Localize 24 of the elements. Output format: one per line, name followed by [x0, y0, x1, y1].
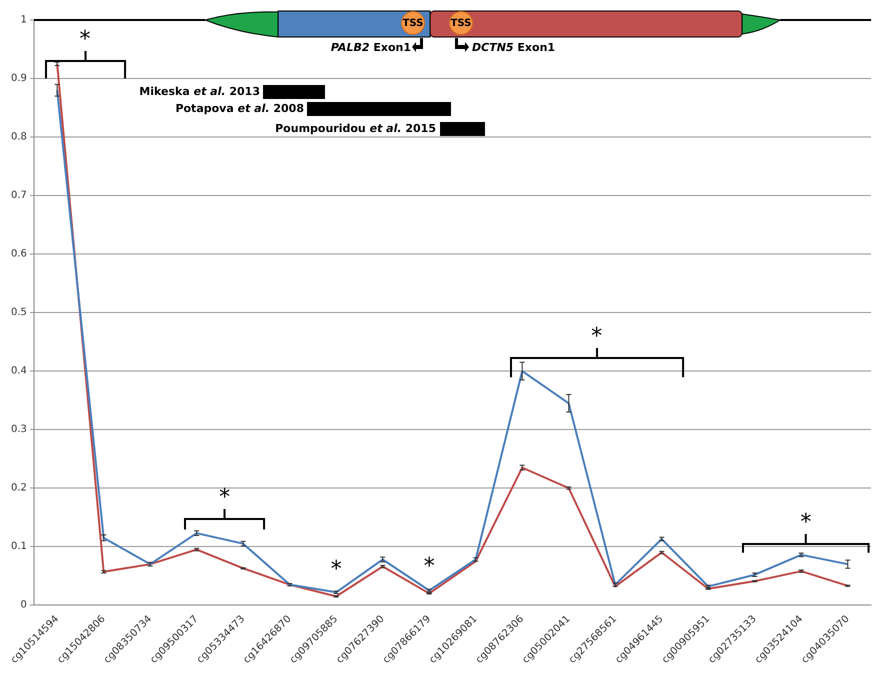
annotation: Potapova et al. 2008 [175, 102, 304, 115]
y-tick-label: 0.4 [10, 366, 27, 377]
annotation: TSS [450, 18, 472, 28]
annotation: * [799, 510, 812, 536]
annotation: Poumpouridou et al. 2015 [275, 122, 436, 135]
annotation: Mikeska et al. 2013 [139, 85, 260, 98]
y-tick-label: 0.8 [10, 132, 27, 143]
y-tick-label: 0 [20, 600, 27, 611]
annotation: * [590, 324, 604, 350]
y-tick-label: 1 [20, 14, 27, 26]
annotation: PALB2 Exon1 [330, 41, 411, 54]
y-tick-label: 0.7 [10, 190, 27, 202]
y-tick-label: 0.6 [10, 248, 27, 260]
y-tick-label: 0.2 [10, 482, 27, 494]
y-tick-label: 0.9 [10, 73, 27, 84]
y-tick-label: 0.3 [10, 424, 27, 436]
annotation: * [78, 26, 92, 53]
annotation: TSS [402, 18, 424, 28]
y-tick-label: 0.1 [10, 541, 27, 552]
y-tick-label: 0.5 [10, 307, 27, 318]
annotation: * [330, 557, 343, 584]
annotation: * [422, 554, 436, 580]
annotation: DCTN5 Exon1 [472, 41, 556, 54]
annotation: * [218, 484, 232, 511]
